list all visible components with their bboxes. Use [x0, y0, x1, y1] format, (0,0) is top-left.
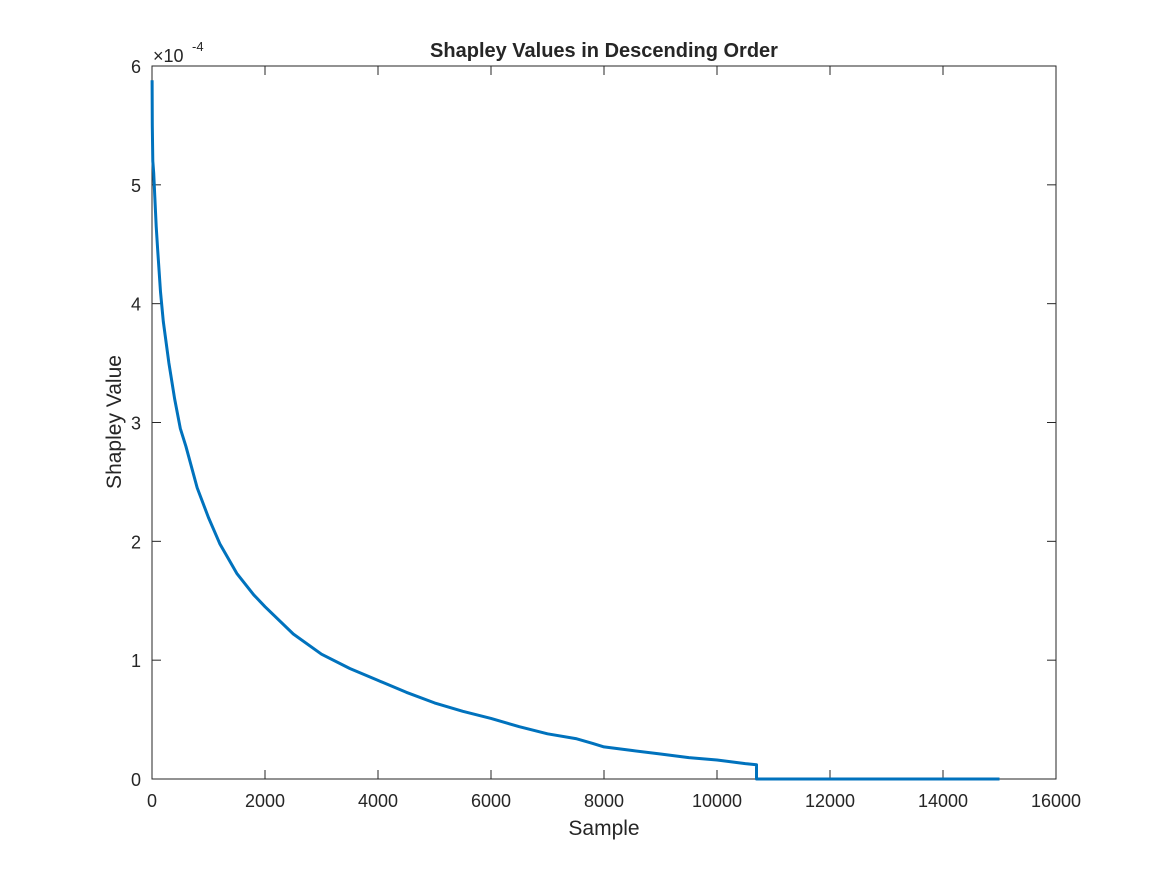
- chart-title: Shapley Values in Descending Order: [430, 40, 778, 62]
- y-tick-label: 1: [131, 651, 141, 671]
- x-tick-label: 4000: [358, 791, 398, 811]
- x-tick-label: 12000: [805, 791, 855, 811]
- y-tick-label: 2: [131, 532, 141, 552]
- x-tick-label: 14000: [918, 791, 968, 811]
- x-tick-label: 8000: [584, 791, 624, 811]
- y-tick-label: 5: [131, 176, 141, 196]
- tick-labels: 0 2000 4000 6000 8000 10000 12000 14000 16000 0 1 2…: [131, 57, 1081, 811]
- x-tick-label: 6000: [471, 791, 511, 811]
- tick-marks: [151, 65, 1057, 780]
- x-tick-label: 10000: [692, 791, 742, 811]
- series-line: [150, 80, 1000, 781]
- x-tick-label: 2000: [245, 791, 285, 811]
- y-tick-label: 6: [131, 57, 141, 77]
- x-axis-label: Sample: [568, 817, 639, 840]
- y-exponent-power: -4: [192, 39, 204, 54]
- y-tick-label: 3: [131, 414, 141, 434]
- y-exponent-base: ×10: [153, 46, 184, 66]
- x-tick-label: 16000: [1031, 791, 1081, 811]
- y-tick-label: 4: [131, 295, 141, 315]
- y-tick-label: 0: [131, 770, 141, 790]
- axes-box: [151, 65, 1057, 780]
- y-axis-label: Shapley Value: [103, 355, 126, 489]
- x-tick-label: 0: [147, 791, 157, 811]
